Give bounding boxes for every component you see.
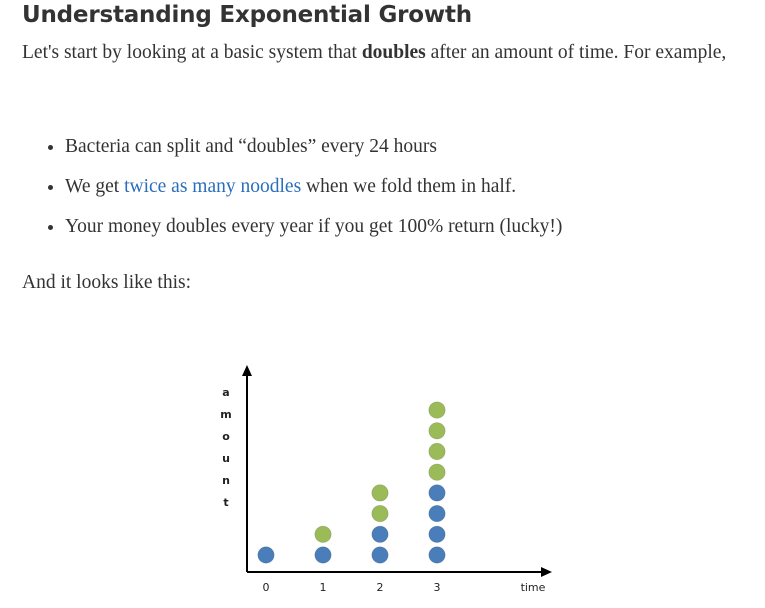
x-tick-label: 1 <box>320 581 327 594</box>
existing-amount-dot <box>371 525 389 543</box>
y-axis-label-letter: u <box>222 452 230 465</box>
intro-bold-doubles: doubles <box>361 42 426 63</box>
new-amount-dot <box>428 442 446 461</box>
y-axis-label-letter: n <box>222 474 230 487</box>
examples-list: Bacteria can split and “doubles” every 2… <box>22 127 562 247</box>
x-axis-label: time <box>521 581 546 594</box>
existing-amount-dot <box>371 546 389 564</box>
y-axis-arrowhead <box>242 365 252 376</box>
x-tick-label: 3 <box>434 581 441 594</box>
outro-paragraph: And it looks like this: <box>22 272 192 293</box>
y-axis-label-letter: o <box>222 430 230 443</box>
new-amount-dot <box>371 505 389 523</box>
list-item-money: Your money doubles every year if you get… <box>65 207 562 247</box>
new-amount-dot <box>428 422 446 440</box>
bacteria-text: Bacteria can split and “doubles” every 2… <box>65 136 437 157</box>
page-title: Understanding Exponential Growth <box>22 2 472 28</box>
new-amount-dot <box>428 463 446 481</box>
existing-amount-dot <box>257 546 275 564</box>
existing-amount-dot <box>314 546 332 564</box>
x-tick-label: 2 <box>377 581 384 594</box>
new-amount-dot <box>428 401 446 419</box>
intro-paragraph: Let's start by looking at a basic system… <box>22 38 747 68</box>
money-text: Your money doubles every year if you get… <box>65 216 563 237</box>
list-item-bacteria: Bacteria can split and “doubles” every 2… <box>65 127 562 167</box>
list-item-noodles: We get twice as many noodles when we fol… <box>65 167 562 207</box>
noodles-text-start: We get <box>65 176 125 197</box>
x-tick-label: 0 <box>263 581 270 594</box>
x-axis-arrowhead <box>541 567 552 577</box>
existing-amount-dot <box>428 484 446 502</box>
existing-amount-dot <box>428 505 446 523</box>
new-amount-dot <box>371 484 389 502</box>
y-axis-label-letter: a <box>222 386 229 399</box>
intro-text-end: after an amount of time. For example, <box>425 42 727 63</box>
y-axis-label-letter: m <box>220 408 231 421</box>
noodles-link[interactable]: twice as many noodles <box>124 176 302 197</box>
new-amount-dot <box>314 525 332 543</box>
intro-text-start: Let's start by looking at a basic system… <box>22 42 362 63</box>
existing-amount-dot <box>428 525 446 543</box>
exponential-growth-chart: amount 0 1 2 3 time <box>220 365 552 594</box>
y-axis-label-letter: t <box>223 496 228 509</box>
existing-amount-dot <box>428 546 446 564</box>
noodles-text-end: when we fold them in half. <box>301 176 517 197</box>
